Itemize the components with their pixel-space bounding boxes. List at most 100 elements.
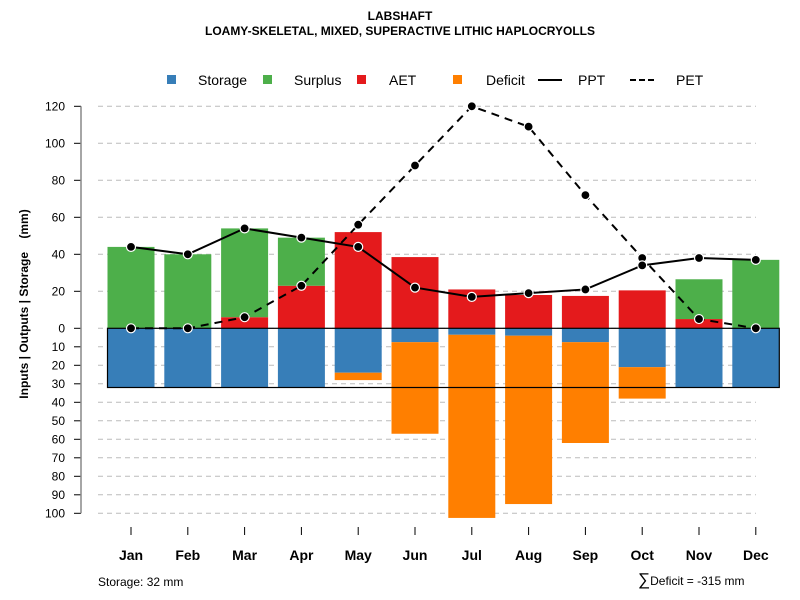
deficit-note: ∑Deficit = -315 mm: [638, 570, 744, 590]
legend-label-deficit: Deficit: [486, 72, 525, 88]
bar-storage: [391, 328, 439, 343]
chart-title: LABSHAFT: [367, 9, 433, 23]
y-axis: 0 20 40 60 80 100 120 10 20 30 40 50 60 70 80 90 100: [45, 99, 82, 520]
point-ppt: [466, 291, 477, 302]
y-tick-label: 40: [52, 395, 66, 409]
x-tick-label: May: [345, 547, 372, 563]
bar-storage: [334, 328, 382, 373]
bar-deficit: [561, 342, 609, 443]
legend-swatch-storage: [167, 75, 176, 84]
y-tick-label: 50: [52, 414, 66, 428]
bar-storage: [107, 328, 155, 388]
point-ppt: [409, 282, 421, 293]
point-pet: [353, 219, 364, 230]
point-pet: [239, 312, 250, 323]
x-tick-label: Jul: [462, 547, 482, 563]
x-tick-label: Jun: [403, 547, 428, 563]
bars: [107, 228, 780, 518]
bar-storage: [448, 328, 496, 335]
legend-label-aet: AET: [389, 72, 417, 88]
point-ppt: [523, 288, 534, 299]
legend-label-storage: Storage: [198, 72, 248, 88]
bar-surplus: [675, 279, 723, 320]
bar-surplus: [107, 246, 155, 329]
bar-surplus: [277, 237, 325, 286]
point-pet: [182, 323, 193, 334]
bar-deficit: [448, 334, 496, 518]
y-tick-label: 70: [52, 451, 66, 465]
point-pet: [693, 313, 705, 325]
x-tick-label: Nov: [686, 547, 713, 563]
bar-surplus: [221, 228, 269, 318]
point-pet: [409, 160, 421, 171]
x-tick-label: Oct: [631, 547, 655, 563]
x-tick-label: Aug: [515, 547, 542, 563]
storage-note: Storage: 32 mm: [98, 575, 184, 589]
x-tick-label: Sep: [573, 547, 599, 563]
point-pet: [523, 121, 534, 132]
storage-capacity-box: [106, 327, 780, 389]
point-ppt: [182, 249, 193, 260]
point-ppt: [296, 232, 307, 243]
legend-swatch-deficit: [453, 75, 462, 84]
y-tick-label: 60: [52, 432, 66, 446]
legend-swatch-ppt: [538, 79, 562, 81]
bar-storage: [221, 328, 269, 388]
legend-label-pet: PET: [676, 72, 704, 88]
legend-swatch-aet: [357, 75, 366, 84]
bar-aet: [505, 295, 553, 329]
legend-label-ppt: PPT: [578, 72, 606, 88]
y-tick-label: 80: [52, 469, 66, 483]
x-tick-label: Feb: [175, 547, 200, 563]
bar-aet: [618, 290, 666, 329]
x-tick-label: Mar: [232, 547, 257, 563]
bar-deficit: [334, 372, 382, 381]
point-pet: [750, 323, 761, 334]
deficit-sum-label: Deficit = -315 mm: [650, 574, 745, 588]
bar-aet: [221, 317, 269, 329]
bar-storage: [732, 328, 780, 388]
point-pet: [580, 190, 591, 201]
bar-aet: [561, 295, 609, 329]
bar-surplus: [732, 259, 780, 329]
y-tick-label: 20: [52, 284, 66, 298]
point-pet: [125, 323, 137, 334]
legend-swatch-surplus: [263, 75, 272, 84]
bar-storage: [277, 328, 325, 388]
y-tick-label: 30: [52, 377, 66, 391]
bar-deficit: [618, 367, 666, 399]
point-ppt: [125, 241, 137, 252]
point-pet: [296, 280, 307, 291]
y-tick-label: 90: [52, 488, 66, 502]
legend-label-surplus: Surplus: [294, 72, 342, 88]
point-ppt: [693, 252, 705, 264]
bar-surplus: [164, 254, 212, 329]
bar-storage: [675, 328, 723, 388]
y-tick-label: 10: [52, 340, 66, 354]
y-tick-label: 0: [58, 321, 65, 335]
line-pet: [131, 105, 756, 330]
point-ppt: [239, 223, 250, 234]
lines: [125, 101, 761, 334]
y-tick-label: 80: [52, 173, 66, 187]
chart-subtitle: LOAMY-SKELETAL, MIXED, SUPERACTIVE LITHI…: [204, 24, 595, 38]
y-axis-label: Inputs | Outputs | Storage (mm): [17, 209, 31, 398]
legend-swatch-pet: [630, 79, 654, 81]
bar-aet: [277, 285, 325, 329]
x-tick-label: Apr: [289, 547, 314, 563]
y-tick-label: 120: [45, 99, 65, 113]
y-tick-label: 100: [45, 506, 65, 520]
y-tick-label: 60: [52, 210, 66, 224]
point-ppt: [750, 254, 761, 265]
point-ppt: [580, 284, 591, 295]
bar-storage: [164, 328, 212, 388]
y-tick-label: 20: [52, 358, 66, 372]
x-tick-label: Dec: [743, 547, 769, 563]
point-ppt: [637, 260, 648, 271]
bar-storage: [505, 328, 553, 336]
storage-box: [106, 327, 780, 389]
bar-storage: [618, 328, 666, 368]
point-ppt: [353, 241, 364, 252]
y-tick-label: 100: [45, 136, 65, 150]
